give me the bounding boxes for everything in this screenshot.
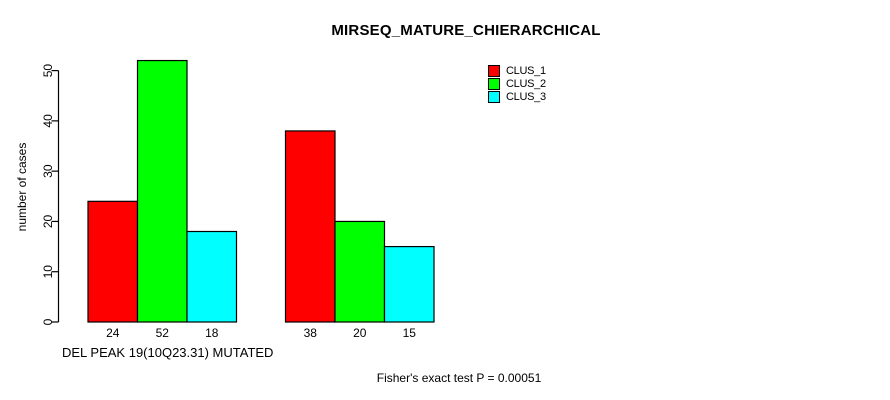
- legend-item-clus-2: CLUS_2: [488, 77, 546, 90]
- y-axis-tick-label: 10: [41, 265, 55, 279]
- bar-clus_2-group2: [334, 220, 386, 323]
- bar-value-label: 15: [403, 326, 417, 340]
- legend-label-clus-2: CLUS_2: [506, 77, 546, 90]
- bar-clus_2-group1: [136, 59, 188, 323]
- legend-swatch-clus-2-icon: [488, 77, 500, 90]
- legend-item-clus-1: CLUS_1: [488, 64, 546, 77]
- bar-value-label: 52: [156, 326, 170, 340]
- legend-swatch-clus-1-icon: [488, 64, 500, 77]
- legend-label-clus-1: CLUS_1: [506, 64, 546, 77]
- x-axis-group-label: DEL PEAK 19(10Q23.31) MUTATED: [62, 345, 274, 360]
- bar-clus_3-group1: [186, 230, 238, 323]
- y-axis-tick-label: 0: [41, 318, 55, 325]
- legend-swatch-clus-3-icon: [488, 90, 500, 103]
- bar-clus_3-group2: [383, 245, 435, 323]
- legend-label-clus-3: CLUS_3: [506, 90, 546, 103]
- bar-clus_1-group1: [87, 200, 139, 323]
- y-axis-tick-label: 50: [41, 64, 55, 78]
- bar-clus_1-group2: [284, 130, 336, 323]
- y-axis-tick-label: 30: [41, 164, 55, 178]
- legend-item-clus-3: CLUS_3: [488, 90, 546, 103]
- bar-value-label: 38: [304, 326, 318, 340]
- y-axis-tick-label: 20: [41, 214, 55, 228]
- bar-value-label: 20: [353, 326, 367, 340]
- y-axis-title: number of cases: [15, 143, 29, 232]
- y-axis-tick-label: 40: [41, 114, 55, 128]
- fisher-test-annotation: Fisher's exact test P = 0.00051: [376, 371, 542, 385]
- chart-title: MIRSEQ_MATURE_CHIERARCHICAL: [331, 22, 601, 39]
- bar-value-label: 18: [205, 326, 219, 340]
- bar-value-label: 24: [106, 326, 120, 340]
- legend: CLUS_1 CLUS_2 CLUS_3: [488, 64, 546, 103]
